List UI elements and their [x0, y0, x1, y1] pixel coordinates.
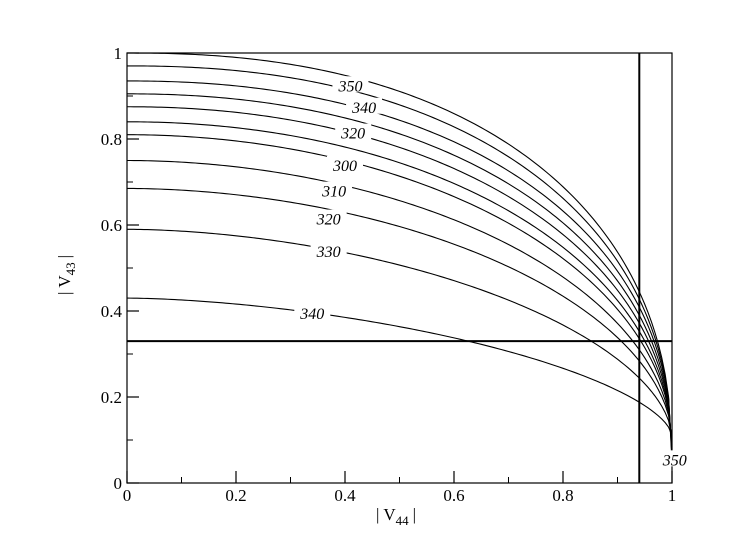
curve-label-bg	[316, 181, 353, 198]
y-tick-label: 0.4	[101, 302, 123, 321]
x-tick-label: 0.2	[225, 486, 246, 505]
x-axis: 0 0.2 0.4 0.6 0.8 1	[123, 471, 677, 505]
curve-label-bg	[310, 209, 347, 226]
series-line-11	[126, 297, 673, 436]
x-axis-label: | V44 |	[376, 505, 416, 528]
y-axis-label-end: |	[55, 255, 74, 258]
y-axis-label-main: | V	[55, 275, 74, 295]
curve-label: 320	[340, 126, 365, 143]
y-tick-label: 0.2	[101, 388, 122, 407]
curve-label: 350	[337, 78, 362, 95]
x-tick-label: 0.8	[552, 486, 573, 505]
curve-label: 350	[662, 452, 687, 469]
curve-label: 310	[321, 184, 346, 201]
curve-label-bg	[656, 450, 693, 467]
series-line-10	[126, 228, 673, 438]
series-line-2	[127, 65, 673, 458]
plot-clip-group	[126, 52, 673, 462]
x-tick-label: 0.4	[334, 486, 356, 505]
x-tick-label: 0.6	[443, 486, 464, 505]
y-axis-label: | V43 |	[55, 255, 78, 295]
curve-labels: 350 340 320 300 310 320 330 340 350	[294, 76, 693, 469]
plot-frame	[126, 52, 673, 484]
curve-label-bg	[335, 123, 372, 140]
series-line-9	[126, 187, 673, 441]
curve-label: 300	[332, 158, 357, 175]
series-line-8	[126, 159, 673, 443]
series-line-4	[127, 93, 673, 451]
series-line-7	[126, 134, 673, 445]
curve-label: 340	[299, 306, 324, 323]
curve-label-bg	[310, 241, 347, 258]
y-axis-label-sub: 43	[63, 262, 78, 275]
x-axis-label-end: |	[413, 505, 416, 524]
x-axis-label-main: | V	[376, 505, 396, 524]
y-tick-label: 0.6	[101, 216, 122, 235]
y-tick-label: 0	[114, 474, 123, 493]
curve-label: 320	[316, 212, 341, 229]
x-tick-label: 0	[123, 486, 132, 505]
series-line-3	[127, 80, 673, 453]
curve-label-bg	[332, 76, 369, 93]
curve-label-bg	[327, 155, 363, 172]
series-line-1	[127, 52, 673, 462]
series-line-5	[127, 106, 673, 449]
curve-label: 340	[351, 100, 376, 117]
y-tick-label: 0.8	[101, 130, 122, 149]
curve-label-bg	[346, 97, 383, 114]
y-axis: 0 0.2 0.4 0.6 0.8 1	[101, 44, 139, 493]
x-axis-label-sub: 44	[396, 513, 410, 528]
curve-label-bg	[294, 304, 331, 321]
y-tick-label: 1	[114, 44, 123, 63]
series-line-6	[127, 121, 673, 447]
curve-label: 330	[316, 244, 341, 261]
reference-lines	[127, 53, 672, 483]
x-tick-label: 1	[668, 486, 677, 505]
